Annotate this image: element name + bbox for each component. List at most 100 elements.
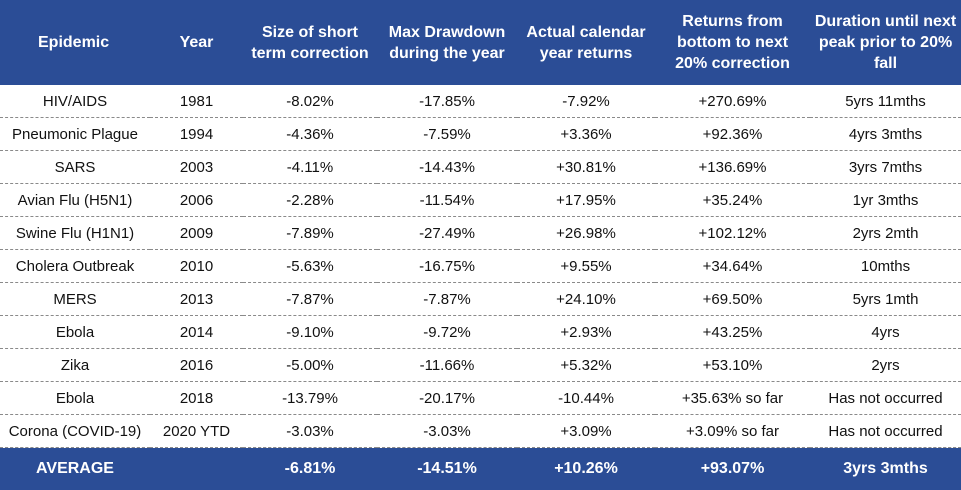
footer-cell: +93.07% xyxy=(655,447,810,490)
table-cell: 2003 xyxy=(150,150,243,184)
table-cell: 2013 xyxy=(150,282,243,316)
table-cell: +2.93% xyxy=(517,315,655,349)
table-cell: MERS xyxy=(0,282,150,316)
table-cell: -7.87% xyxy=(377,282,517,316)
table-cell: +69.50% xyxy=(655,282,810,316)
table-cell: +102.12% xyxy=(655,216,810,250)
table-row: Ebola 2014 -9.10% -9.72% +2.93% +43.25% 4yrs xyxy=(0,315,961,349)
table-row: HIV/AIDS 1981 -8.02% -17.85% -7.92% +270.69% 5… xyxy=(0,85,961,118)
footer-blank xyxy=(150,447,243,490)
table-cell: 1yr 3mths xyxy=(810,183,961,217)
table-cell: +136.69% xyxy=(655,150,810,184)
table-cell: Swine Flu (H1N1) xyxy=(0,216,150,250)
table-cell: -17.85% xyxy=(377,85,517,118)
table-cell: 2yrs 2mth xyxy=(810,216,961,250)
table-cell: +26.98% xyxy=(517,216,655,250)
table-body: HIV/AIDS 1981 -8.02% -17.85% -7.92% +270.69% 5… xyxy=(0,85,961,448)
table-cell: SARS xyxy=(0,150,150,184)
table-cell: -10.44% xyxy=(517,381,655,415)
table-cell: -5.00% xyxy=(243,348,377,382)
table-cell: Has not occurred xyxy=(810,414,961,448)
table-row: Cholera Outbreak 2010 -5.63% -16.75% +9.55% +… xyxy=(0,249,961,283)
footer-label: AVERAGE xyxy=(0,447,150,490)
table-row: Zika 2016 -5.00% -11.66% +5.32% +53.10% 2yrs xyxy=(0,348,961,382)
table-cell: 1994 xyxy=(150,117,243,151)
footer-cell: 3yrs 3mths xyxy=(810,447,961,490)
table-row: Avian Flu (H5N1) 2006 -2.28% -11.54% +17.95%… xyxy=(0,183,961,217)
table-row: MERS 2013 -7.87% -7.87% +24.10% +69.50% 5yrs 1… xyxy=(0,282,961,316)
table-cell: -14.43% xyxy=(377,150,517,184)
table-cell: -11.54% xyxy=(377,183,517,217)
table-cell: +34.64% xyxy=(655,249,810,283)
table-cell: Corona (COVID-19) xyxy=(0,414,150,448)
table-cell: 3yrs 7mths xyxy=(810,150,961,184)
footer-cell: -6.81% xyxy=(243,447,377,490)
table-cell: -20.17% xyxy=(377,381,517,415)
table-cell: Avian Flu (H5N1) xyxy=(0,183,150,217)
table-cell: +3.09% xyxy=(517,414,655,448)
table-row: Pneumonic Plague 1994 -4.36% -7.59% +3.36% +9… xyxy=(0,117,961,151)
table-row: Ebola 2018 -13.79% -20.17% -10.44% +35.63% so… xyxy=(0,381,961,415)
table-cell: +30.81% xyxy=(517,150,655,184)
table-row: Swine Flu (H1N1) 2009 -7.89% -27.49% +26.98%… xyxy=(0,216,961,250)
table-cell: Zika xyxy=(0,348,150,382)
table-row: Corona (COVID-19) 2020 YTD -3.03% -3.03% +3.… xyxy=(0,414,961,448)
table-cell: 2006 xyxy=(150,183,243,217)
header-cell: Year xyxy=(150,0,243,85)
table-cell: 2016 xyxy=(150,348,243,382)
table-cell: -7.89% xyxy=(243,216,377,250)
table-cell: 2010 xyxy=(150,249,243,283)
table-cell: Ebola xyxy=(0,381,150,415)
table-cell: +35.63% so far xyxy=(655,381,810,415)
table-cell: -8.02% xyxy=(243,85,377,118)
table-cell: +3.36% xyxy=(517,117,655,151)
table-cell: -5.63% xyxy=(243,249,377,283)
header-cell: Max Drawdown during the year xyxy=(377,0,517,85)
table-cell: Ebola xyxy=(0,315,150,349)
table-cell: -7.92% xyxy=(517,85,655,118)
table-cell: +9.55% xyxy=(517,249,655,283)
table-footer: AVERAGE -6.81% -14.51% +10.26% +93.07% 3yrs 3… xyxy=(0,447,961,490)
header-cell: Epidemic xyxy=(0,0,150,85)
table-cell: 2020 YTD xyxy=(150,414,243,448)
table-cell: 2014 xyxy=(150,315,243,349)
table-cell: +270.69% xyxy=(655,85,810,118)
table-cell: 1981 xyxy=(150,85,243,118)
table-cell: -7.59% xyxy=(377,117,517,151)
footer-cell: -14.51% xyxy=(377,447,517,490)
table-cell: 4yrs xyxy=(810,315,961,349)
table-cell: +35.24% xyxy=(655,183,810,217)
table-cell: -3.03% xyxy=(243,414,377,448)
header-row: Epidemic Year Size of short term correctio… xyxy=(0,0,961,85)
table-cell: HIV/AIDS xyxy=(0,85,150,118)
table-cell: -16.75% xyxy=(377,249,517,283)
table-cell: -9.10% xyxy=(243,315,377,349)
table-cell: +5.32% xyxy=(517,348,655,382)
table-cell: -4.36% xyxy=(243,117,377,151)
table-cell: +24.10% xyxy=(517,282,655,316)
table-cell: 10mths xyxy=(810,249,961,283)
table-cell: -2.28% xyxy=(243,183,377,217)
table-cell: 5yrs 1mth xyxy=(810,282,961,316)
header-cell: Actual calendar year returns xyxy=(517,0,655,85)
table-cell: +53.10% xyxy=(655,348,810,382)
footer-row: AVERAGE -6.81% -14.51% +10.26% +93.07% 3yrs 3… xyxy=(0,447,961,490)
table-cell: 4yrs 3mths xyxy=(810,117,961,151)
table-cell: +3.09% so far xyxy=(655,414,810,448)
table-cell: Pneumonic Plague xyxy=(0,117,150,151)
table-cell: +43.25% xyxy=(655,315,810,349)
table-cell: Cholera Outbreak xyxy=(0,249,150,283)
table-cell: 2009 xyxy=(150,216,243,250)
footer-cell: +10.26% xyxy=(517,447,655,490)
header-cell: Size of short term correction xyxy=(243,0,377,85)
table-cell: +92.36% xyxy=(655,117,810,151)
header-cell: Returns from bottom to next 20% correcti… xyxy=(655,0,810,85)
table-cell: -27.49% xyxy=(377,216,517,250)
table-cell: -9.72% xyxy=(377,315,517,349)
table-cell: 2yrs xyxy=(810,348,961,382)
table-cell: -11.66% xyxy=(377,348,517,382)
table-cell: +17.95% xyxy=(517,183,655,217)
table-cell: -7.87% xyxy=(243,282,377,316)
